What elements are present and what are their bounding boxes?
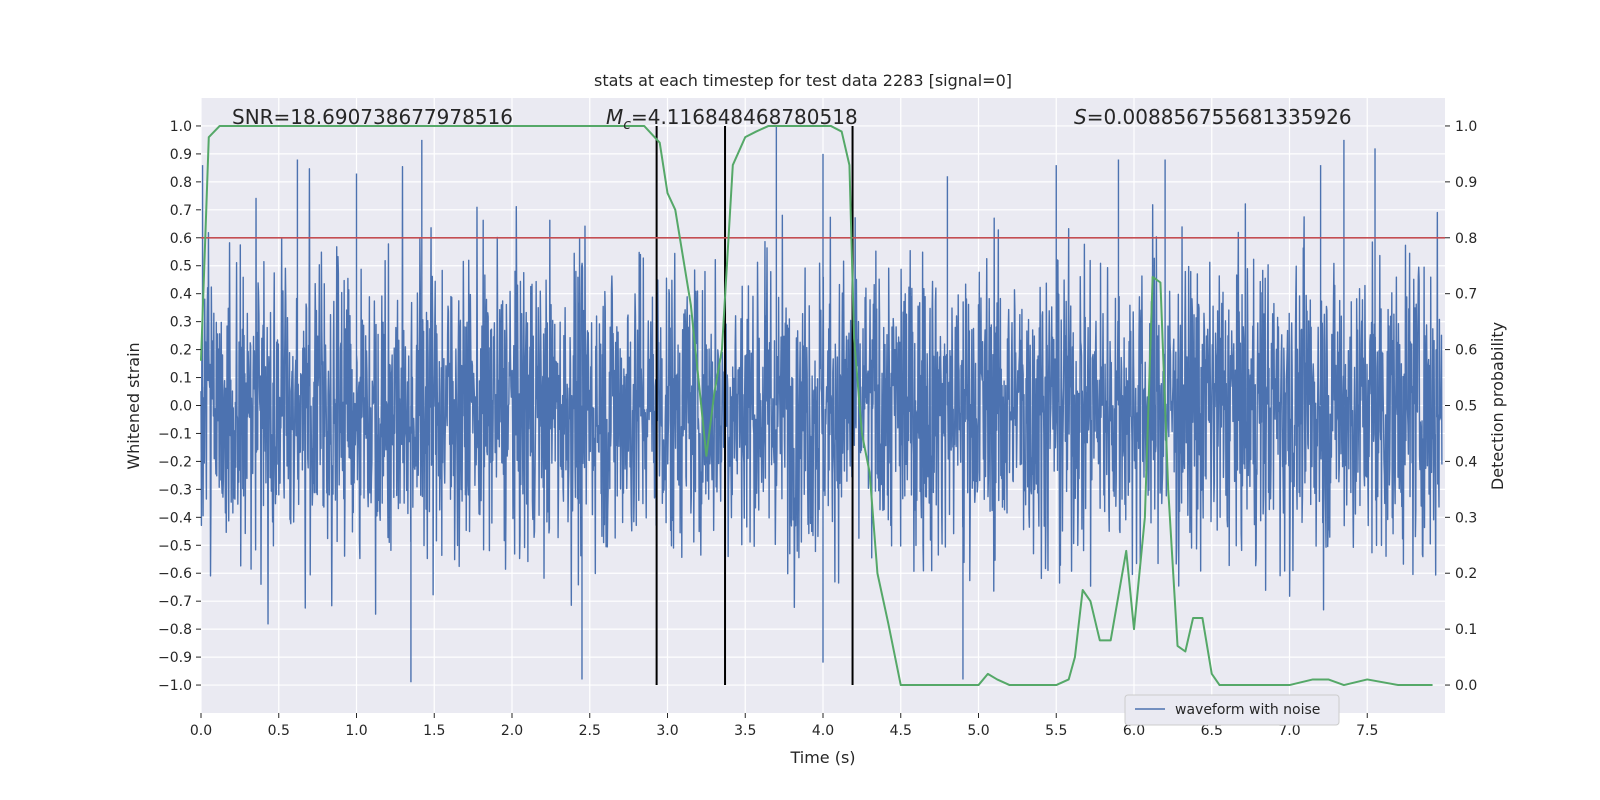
y2-tick-label: 0.5: [1455, 399, 1477, 415]
x-tick-label: 0.0: [190, 723, 212, 739]
y-tick-label: −0.8: [158, 622, 192, 638]
y-tick-label: 0.2: [170, 343, 192, 359]
y2-axis-label: Detection probability: [1488, 322, 1507, 490]
chart-title: stats at each timestep for test data 228…: [594, 71, 1012, 90]
y-tick-label: 0.3: [170, 315, 192, 331]
s-value: =0.00885675568133592​6: [1087, 105, 1352, 129]
y2-tick-label: 0.7: [1455, 287, 1477, 303]
y-tick-label: 0.8: [170, 175, 192, 191]
x-tick-label: 2.5: [579, 723, 601, 739]
x-tick-label: 7.5: [1356, 723, 1378, 739]
y-tick-label: −0.5: [158, 538, 192, 554]
y2-tick-label: 0.0: [1455, 678, 1477, 694]
y2-tick-label: 0.9: [1455, 175, 1477, 191]
s-annotation: S=0.00885675568133592​6: [1074, 105, 1352, 129]
y-tick-label: −0.2: [158, 454, 192, 470]
x-tick-label: 2.0: [501, 723, 523, 739]
legend-box: [1124, 694, 1340, 726]
y-tick-label: −0.6: [158, 566, 192, 582]
probability-line: [200, 124, 1433, 687]
x-tick-label: 6.0: [1123, 723, 1145, 739]
chirp-mass-annotation: Mc=4.116848468780518: [606, 105, 858, 133]
chirp-mass-symbol: M: [606, 105, 623, 129]
axes: 0.0 0.5 1.0 1.5 2.0 2.5 3.0 3.5 4.0 4.5 5.0 5.5 6.0 6…: [158, 119, 1477, 739]
y2-tick-label: 0.2: [1455, 566, 1477, 582]
x-tick-label: 6.5: [1201, 723, 1223, 739]
x-tick-label: 4.0: [812, 723, 834, 739]
waveform-series: [200, 125, 1443, 683]
snr-annotation: SNR=18.690738677978516: [232, 105, 513, 129]
y-tick-label: −0.9: [158, 650, 192, 666]
chirp-mass-subscript: c: [623, 117, 631, 133]
y-axis-label: Whitened strain: [124, 342, 143, 469]
y-tick-label: −1.0: [158, 678, 192, 694]
waveform-line: [200, 125, 1443, 683]
legend: waveform with noise: [1124, 694, 1340, 726]
x-tick-label: 1.0: [345, 723, 367, 739]
y2-tick-label: 1.0: [1455, 119, 1477, 135]
y-tick-label: 0.9: [170, 147, 192, 163]
y-tick-label: 0.6: [170, 231, 192, 247]
y-tick-label: 0.0: [170, 399, 192, 415]
y-tick-label: 0.4: [170, 287, 192, 303]
x-tick-label: 7.0: [1278, 723, 1300, 739]
y2-tick-label: 0.8: [1455, 231, 1477, 247]
y2-tick-label: 0.4: [1455, 454, 1477, 470]
x-tick-label: 5.0: [967, 723, 989, 739]
y-tick-label: 0.1: [170, 371, 192, 387]
y2-tick-label: 0.1: [1455, 622, 1477, 638]
x-tick-label: 4.5: [890, 723, 912, 739]
y-tick-label: 1.0: [170, 119, 192, 135]
y-tick-label: −0.4: [158, 510, 192, 526]
vertical-markers: [655, 125, 854, 686]
y2-tick-label: 0.3: [1455, 510, 1477, 526]
y-tick-label: −0.7: [158, 594, 192, 610]
y-tick-label: 0.7: [170, 203, 192, 219]
x-tick-label: 3.0: [656, 723, 678, 739]
x-axis-label: Time (s): [789, 748, 855, 767]
x-tick-label: 3.5: [734, 723, 756, 739]
s-symbol: S: [1074, 105, 1087, 129]
chirp-mass-value: =4.116848468780518: [631, 105, 858, 129]
y-tick-label: −0.1: [158, 426, 192, 442]
x-tick-label: 0.5: [268, 723, 290, 739]
probability-series: [200, 124, 1433, 687]
x-tick-label: 5.5: [1045, 723, 1067, 739]
y2-tick-label: 0.6: [1455, 343, 1477, 359]
legend-entry: waveform with noise: [1175, 702, 1320, 718]
y-tick-label: −0.3: [158, 482, 192, 498]
y-tick-label: 0.5: [170, 259, 192, 275]
x-tick-label: 1.5: [423, 723, 445, 739]
